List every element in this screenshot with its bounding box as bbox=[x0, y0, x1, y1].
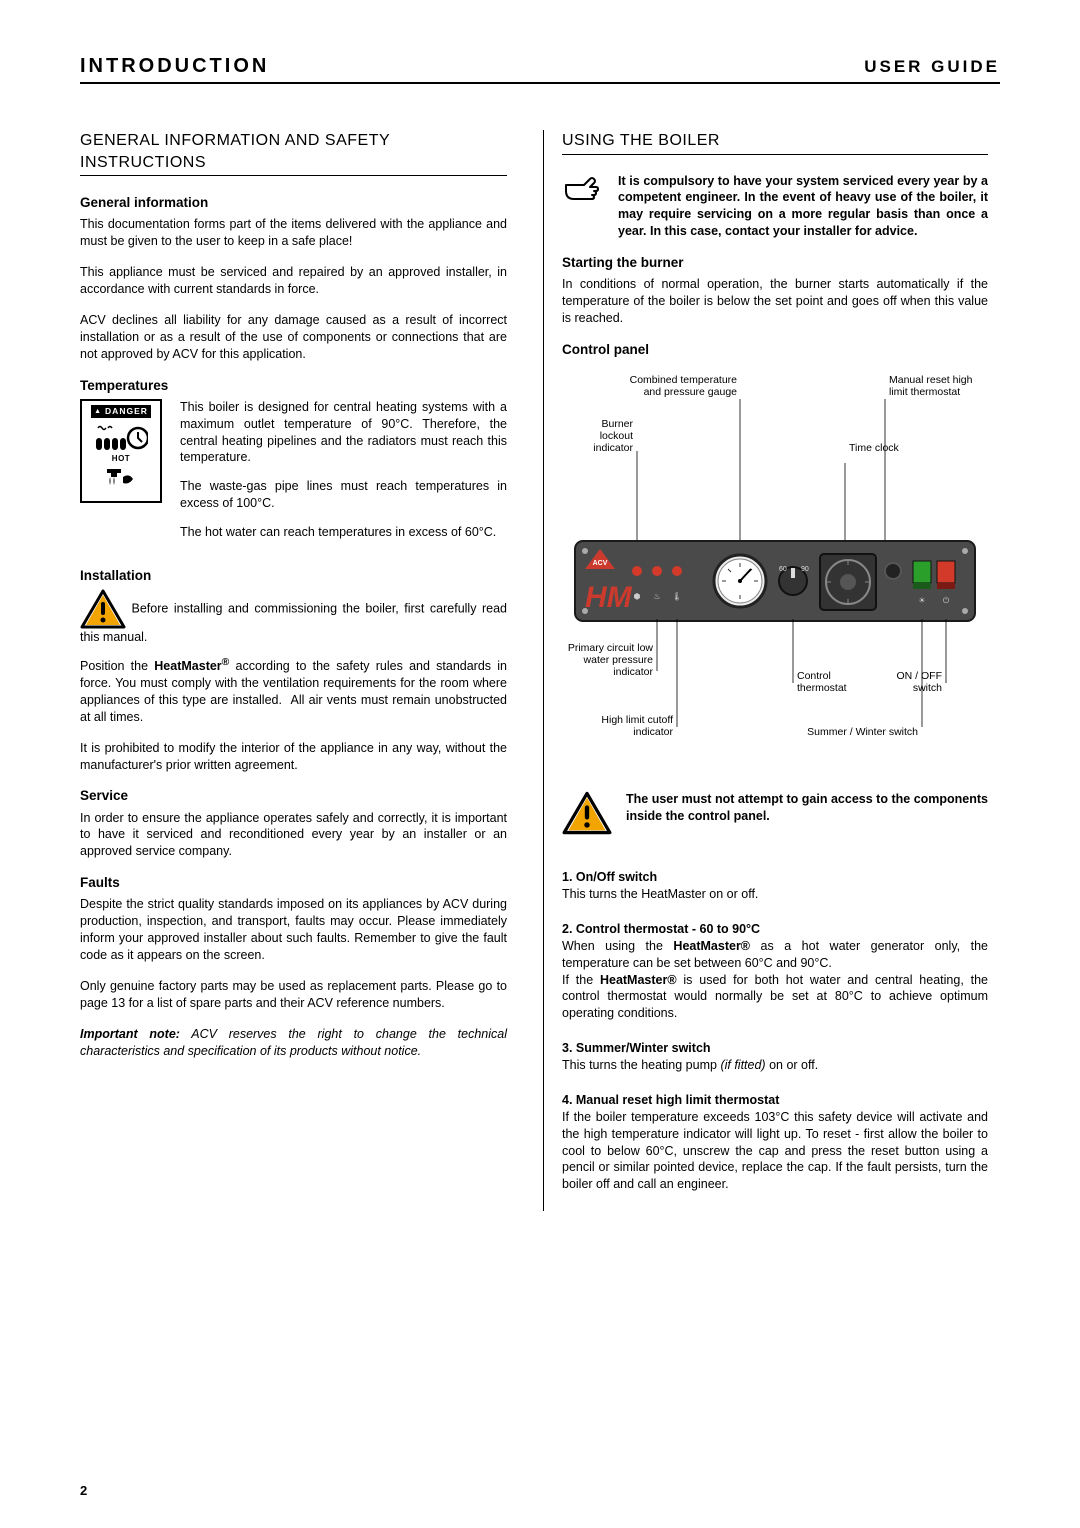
pointing-hand-icon bbox=[562, 173, 604, 203]
right-column: USING THE BOILER It is compulsory to hav… bbox=[543, 130, 988, 1211]
lbl-primary-3: indicator bbox=[613, 666, 653, 678]
subhead-service: Service bbox=[80, 787, 507, 805]
para-fault-2: Only genuine factory parts may be used a… bbox=[80, 978, 507, 1012]
item4-head: 4. Manual reset high limit thermostat bbox=[562, 1092, 988, 1109]
important-note-label: Important note: bbox=[80, 1027, 180, 1041]
para-inst-3: It is prohibited to modify the interior … bbox=[80, 740, 507, 774]
para-temp-2: The waste-gas pipe lines must reach temp… bbox=[180, 478, 507, 512]
lbl-burner-1: Burner bbox=[601, 418, 633, 430]
danger-label: DANGER bbox=[91, 405, 151, 418]
para-inst-1: Before installing and commissioning the … bbox=[80, 601, 507, 644]
lbl-highlimit-1: High limit cutoff bbox=[601, 714, 673, 726]
ctrl-item-2: 2. Control thermostat - 60 to 90°C When … bbox=[562, 921, 988, 1022]
lbl-onoff-2: switch bbox=[913, 682, 942, 694]
section-heading-using: USING THE BOILER bbox=[562, 130, 988, 155]
lbl-manual-reset-2: limit thermostat bbox=[889, 386, 960, 398]
danger-pictograms: HOT bbox=[94, 418, 148, 497]
lbl-control-therm-2: thermostat bbox=[797, 682, 847, 694]
subhead-installation: Installation bbox=[80, 567, 507, 585]
service-note-row: It is compulsory to have your system ser… bbox=[562, 173, 988, 241]
control-panel-warning: The user must not attempt to gain access… bbox=[562, 791, 988, 835]
item1-body: This turns the HeatMaster on or off. bbox=[562, 886, 988, 903]
item2-body-2: If the HeatMaster® is used for both hot … bbox=[562, 972, 988, 1023]
para-gi-1: This documentation forms part of the ite… bbox=[80, 216, 507, 250]
warning-triangle-icon bbox=[80, 589, 126, 629]
page-number: 2 bbox=[80, 1483, 87, 1498]
control-panel-diagram: Combined temperature and pressure gauge … bbox=[565, 371, 985, 771]
lbl-onoff-1: ON / OFF bbox=[897, 670, 943, 682]
subhead-starting: Starting the burner bbox=[562, 254, 988, 272]
important-note: Important note: ACV reserves the right t… bbox=[80, 1026, 507, 1060]
section-heading-general-text: GENERAL INFORMATION AND SAFETY INSTRUCTI… bbox=[80, 132, 390, 171]
service-note-text: It is compulsory to have your system ser… bbox=[618, 173, 988, 241]
para-gi-3: ACV declines all liability for any damag… bbox=[80, 312, 507, 363]
item1-head: 1. On/Off switch bbox=[562, 869, 988, 886]
section-heading-general: GENERAL INFORMATION AND SAFETY INSTRUCTI… bbox=[80, 130, 507, 176]
lbl-highlimit-2: indicator bbox=[633, 726, 673, 738]
tap-hand-icon bbox=[103, 467, 139, 491]
para-temp-1: This boiler is designed for central heat… bbox=[180, 399, 507, 467]
item2-head: 2. Control thermostat - 60 to 90°C bbox=[562, 921, 988, 938]
lbl-combined-temp-2: and pressure gauge bbox=[644, 386, 738, 398]
para-gi-2: This appliance must be serviced and repa… bbox=[80, 264, 507, 298]
lbl-primary-1: Primary circuit low bbox=[568, 642, 654, 654]
svg-text:ACV: ACV bbox=[593, 560, 608, 567]
lbl-combined-temp-1: Combined temperature bbox=[630, 374, 738, 386]
two-column-layout: GENERAL INFORMATION AND SAFETY INSTRUCTI… bbox=[80, 130, 1000, 1211]
svg-text:⬢: ⬢ bbox=[634, 592, 641, 601]
lbl-primary-2: water pressure bbox=[583, 654, 654, 666]
svg-text:HM: HM bbox=[585, 581, 633, 614]
item3-head: 3. Summer/Winter switch bbox=[562, 1040, 988, 1057]
danger-text: This boiler is designed for central heat… bbox=[180, 399, 507, 553]
svg-text:60: 60 bbox=[779, 566, 787, 573]
para-temp-3: The hot water can reach temperatures in … bbox=[180, 524, 507, 541]
item3-body: This turns the heating pump (if fitted) … bbox=[562, 1057, 988, 1074]
control-panel-warning-text: The user must not attempt to gain access… bbox=[626, 791, 988, 835]
svg-text:90: 90 bbox=[801, 566, 809, 573]
svg-text:☀: ☀ bbox=[918, 596, 925, 605]
subhead-faults: Faults bbox=[80, 874, 507, 892]
svg-text:🌡: 🌡 bbox=[672, 592, 682, 601]
ctrl-item-4: 4. Manual reset high limit thermostat If… bbox=[562, 1092, 988, 1193]
ctrl-item-1: 1. On/Off switch This turns the HeatMast… bbox=[562, 869, 988, 903]
header-right: USER GUIDE bbox=[864, 57, 1000, 77]
subhead-general-info: General information bbox=[80, 194, 507, 212]
hot-label: HOT bbox=[112, 454, 130, 465]
para-inst-1-wrap: Before installing and commissioning the … bbox=[80, 589, 507, 646]
para-starting-1: In conditions of normal operation, the b… bbox=[562, 276, 988, 327]
ctrl-item-3: 3. Summer/Winter switch This turns the h… bbox=[562, 1040, 988, 1074]
danger-block: DANGER HOT bbox=[80, 399, 507, 553]
lbl-summerwinter: Summer / Winter switch bbox=[807, 726, 918, 738]
svg-text:♨: ♨ bbox=[653, 592, 660, 601]
subhead-control-panel: Control panel bbox=[562, 341, 988, 359]
lbl-manual-reset-1: Manual reset high bbox=[889, 374, 973, 386]
lbl-burner-3: indicator bbox=[593, 442, 633, 454]
page-header: INTRODUCTION USER GUIDE bbox=[80, 55, 1000, 84]
warning-triangle-icon-2 bbox=[562, 791, 612, 835]
item2-body-1: When using the HeatMaster® as a hot wate… bbox=[562, 938, 988, 972]
item4-body: If the boiler temperature exceeds 103°C … bbox=[562, 1109, 988, 1193]
header-left: INTRODUCTION bbox=[80, 55, 269, 78]
radiator-icon bbox=[94, 424, 148, 452]
danger-icon-box: DANGER HOT bbox=[80, 399, 162, 503]
control-items-list: 1. On/Off switch This turns the HeatMast… bbox=[562, 869, 988, 1193]
subhead-temperatures: Temperatures bbox=[80, 377, 507, 395]
lbl-burner-2: lockout bbox=[600, 430, 633, 442]
lbl-control-therm-1: Control bbox=[797, 670, 831, 682]
left-column: GENERAL INFORMATION AND SAFETY INSTRUCTI… bbox=[80, 130, 525, 1211]
para-fault-1: Despite the strict quality standards imp… bbox=[80, 896, 507, 964]
svg-text:⏻: ⏻ bbox=[943, 596, 950, 605]
para-inst-2: Position the HeatMaster® according to th… bbox=[80, 656, 507, 726]
para-serv-1: In order to ensure the appliance operate… bbox=[80, 810, 507, 861]
lbl-time-clock: Time clock bbox=[849, 442, 900, 454]
